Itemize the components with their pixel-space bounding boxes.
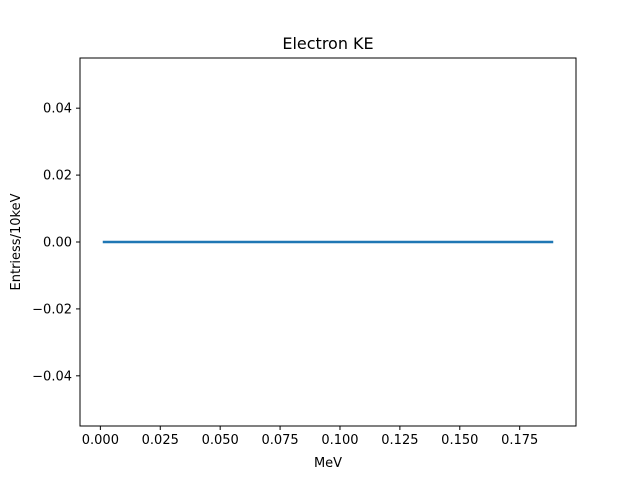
y-tick-label: 0.02 (43, 169, 72, 184)
x-axis-ticks: 0.000 0.025 0.050 0.075 0.100 0.125 0.150 0.175 (82, 426, 538, 448)
x-tick-label: 0.025 (142, 433, 179, 448)
y-tick-label: 0.00 (43, 236, 72, 251)
y-axis-label: Entriess/10keV (9, 193, 24, 290)
x-tick-label: 0.050 (202, 433, 239, 448)
y-tick-label: 0.04 (43, 102, 72, 117)
x-axis-label: MeV (314, 456, 342, 471)
x-tick-label: 0.175 (501, 433, 538, 448)
plot-area: 0.000 0.025 0.050 0.075 0.100 0.125 0.150 0.175… (32, 57, 577, 448)
y-axis-ticks: −0.04 −0.02 0.00 0.02 0.04 (32, 102, 80, 384)
x-tick-label: 0.100 (321, 433, 358, 448)
x-tick-label: 0.125 (381, 433, 418, 448)
x-tick-label: 0.000 (82, 433, 119, 448)
y-tick-label: −0.04 (32, 369, 72, 384)
x-tick-label: 0.150 (441, 433, 478, 448)
x-tick-label: 0.075 (261, 433, 298, 448)
chart-title: Electron KE (282, 34, 373, 53)
y-tick-label: −0.02 (32, 302, 72, 317)
